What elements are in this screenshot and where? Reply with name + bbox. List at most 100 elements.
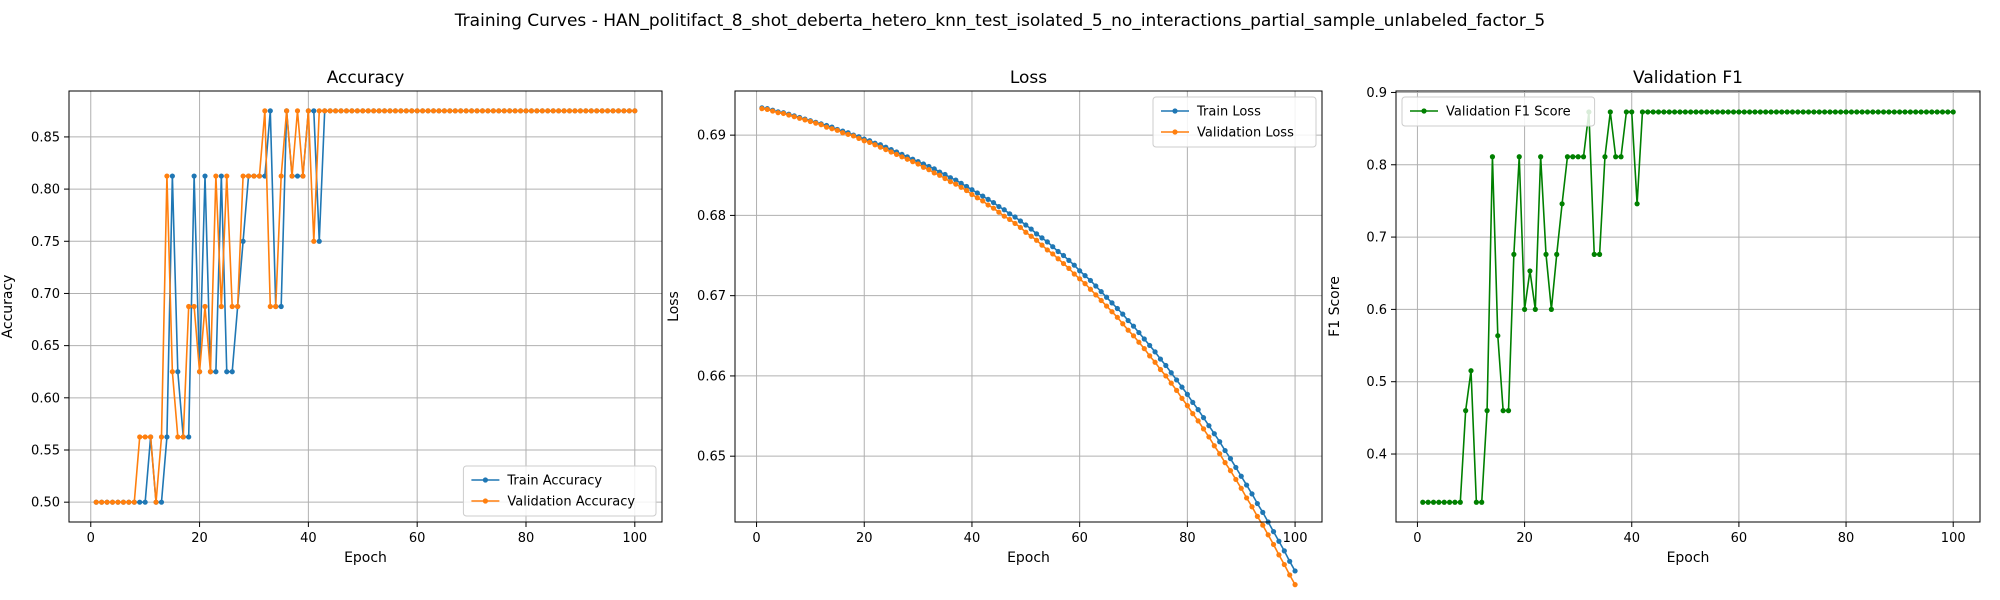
validation-f1-score-point	[1683, 109, 1688, 114]
legend-entry: Validation Accuracy	[507, 495, 635, 510]
train-accuracy-point	[202, 173, 207, 178]
validation-accuracy-point	[507, 108, 512, 113]
validation-f1-score-point	[1629, 109, 1634, 114]
chart-title: Loss	[1010, 68, 1047, 88]
train-accuracy-point	[186, 434, 191, 439]
validation-loss-point	[986, 202, 991, 207]
train-loss-point	[1131, 324, 1136, 329]
validation-loss-point	[1196, 418, 1201, 423]
train-accuracy-point	[143, 500, 148, 505]
validation-accuracy-point	[104, 500, 109, 505]
validation-f1-score-point	[1452, 500, 1457, 505]
plot-frame	[735, 91, 1322, 522]
x-tick-label: 80	[1838, 531, 1855, 546]
y-tick-label: 0.8	[1366, 158, 1387, 173]
train-loss-point	[1045, 239, 1050, 244]
train-loss-point	[1077, 268, 1082, 273]
train-loss-point	[1066, 258, 1071, 263]
validation-f1-score-point	[1436, 500, 1441, 505]
validation-f1-score-point	[1645, 109, 1650, 114]
validation-loss-point	[1012, 221, 1017, 226]
validation-accuracy-point	[502, 108, 507, 113]
validation-accuracy-point	[415, 108, 420, 113]
validation-loss-point	[1034, 238, 1039, 243]
validation-f1-score-point	[1929, 109, 1934, 114]
validation-accuracy-point	[333, 108, 338, 113]
validation-loss-point	[819, 122, 824, 127]
validation-loss-point	[1029, 234, 1034, 239]
loss-chart-panel: Loss 0 20 40 60 80 100 0.65 0.66 0.67 0.68 0.69 Epoc…	[666, 68, 1322, 587]
y-tick-label: 0.5	[1366, 375, 1387, 390]
validation-f1-score-point	[1447, 500, 1452, 505]
validation-f1-score-point	[1827, 109, 1832, 114]
train-loss-line	[762, 108, 1295, 571]
validation-accuracy-point	[181, 434, 186, 439]
validation-f1-score-point	[1693, 109, 1698, 114]
validation-loss-point	[1233, 477, 1238, 482]
validation-f1-score-point	[1897, 109, 1902, 114]
validation-accuracy-point	[556, 108, 561, 113]
validation-accuracy-point	[491, 108, 496, 113]
y-tick-label: 0.4	[1366, 448, 1387, 463]
train-loss-point	[1147, 343, 1152, 348]
validation-accuracy-point	[572, 108, 577, 113]
validation-accuracy-line	[96, 111, 635, 502]
validation-loss-point	[781, 111, 786, 116]
train-loss-point	[991, 200, 996, 205]
train-loss-point	[1012, 214, 1017, 219]
validation-f1-score-point	[1565, 154, 1570, 159]
validation-accuracy-point	[328, 108, 333, 113]
validation-accuracy-point	[453, 108, 458, 113]
validation-accuracy-point	[382, 108, 387, 113]
validation-accuracy-point	[230, 304, 235, 309]
train-accuracy-point	[170, 173, 175, 178]
validation-accuracy-point	[295, 108, 300, 113]
validation-f1-score-point	[1763, 109, 1768, 114]
validation-accuracy-point	[480, 108, 485, 113]
validation-f1-score-point	[1924, 109, 1929, 114]
validation-f1-score-point	[1736, 109, 1741, 114]
validation-accuracy-point	[387, 108, 392, 113]
x-tick-label: 100	[1283, 531, 1308, 546]
x-tick-label: 0	[1413, 531, 1421, 546]
validation-loss-point	[1282, 562, 1287, 567]
validation-loss-point	[926, 167, 931, 172]
validation-loss-point	[1292, 582, 1297, 587]
train-accuracy-point	[175, 369, 180, 374]
plot-frame	[69, 91, 662, 522]
validation-loss-point	[975, 195, 980, 200]
train-loss-point	[1039, 235, 1044, 240]
validation-accuracy-point	[496, 108, 501, 113]
legend-swatch-marker	[1172, 108, 1177, 113]
validation-loss-point	[1179, 396, 1184, 401]
validation-accuracy-point	[110, 500, 115, 505]
validation-loss-point	[1212, 443, 1217, 448]
validation-f1-score-point	[1945, 109, 1950, 114]
train-loss-point	[1222, 448, 1227, 453]
validation-accuracy-point	[534, 108, 539, 113]
y-tick-label: 0.50	[31, 496, 60, 511]
validation-f1-score-point	[1608, 109, 1613, 114]
validation-loss-point	[942, 176, 947, 181]
x-axis-label: Epoch	[1667, 550, 1710, 566]
validation-loss-point	[1266, 532, 1271, 537]
y-tick-label: 0.75	[31, 235, 60, 250]
validation-accuracy-point	[377, 108, 382, 113]
validation-f1-score-point	[1758, 109, 1763, 114]
train-loss-point	[1050, 244, 1055, 249]
validation-accuracy-point	[257, 173, 262, 178]
validation-accuracy-point	[262, 108, 267, 113]
train-loss-point	[1201, 415, 1206, 420]
validation-loss-point	[840, 130, 845, 135]
validation-f1-score-point	[1908, 109, 1913, 114]
validation-accuracy-point	[148, 434, 153, 439]
validation-loss-point	[1077, 276, 1082, 281]
validation-f1-score-point	[1426, 500, 1431, 505]
train-loss-point	[1120, 312, 1125, 317]
validation-accuracy-point	[474, 108, 479, 113]
train-loss-point	[1282, 548, 1287, 553]
legend-entry: Train Accuracy	[506, 474, 602, 489]
validation-f1-score-point	[1876, 109, 1881, 114]
validation-loss-point	[1174, 388, 1179, 393]
train-loss-point	[1217, 439, 1222, 444]
